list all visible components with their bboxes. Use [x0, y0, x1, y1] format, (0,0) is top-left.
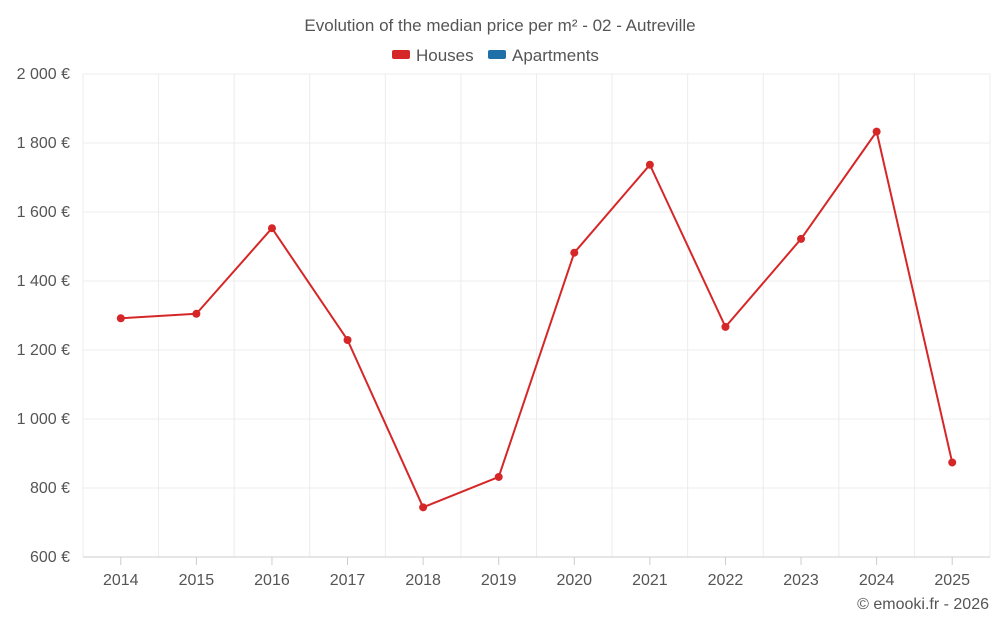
grid: [82, 73, 991, 557]
x-tick-label: 2023: [783, 572, 819, 589]
legend-label-houses: Houses: [416, 46, 474, 65]
x-tick-label: 2017: [330, 572, 366, 589]
x-tick-label: 2025: [934, 572, 970, 589]
legend-swatch-houses: [392, 50, 410, 59]
data-point[interactable]: [192, 309, 201, 318]
data-point[interactable]: [343, 335, 352, 344]
series-houses: [116, 127, 957, 512]
y-tick-label: 1 200 €: [17, 342, 70, 359]
x-tick-label: 2019: [481, 572, 517, 589]
legend: Houses Apartments: [392, 46, 599, 65]
x-tick-label: 2018: [405, 572, 441, 589]
y-tick-label: 1 600 €: [17, 204, 70, 221]
x-tick-label: 2020: [556, 572, 592, 589]
chart-title: Evolution of the median price per m² - 0…: [304, 16, 695, 35]
data-point[interactable]: [494, 472, 503, 481]
y-axis-ticks: 600 € 800 € 1 000 € 1 200 € 1 400 € 1 600 € 1 …: [17, 66, 70, 566]
data-point[interactable]: [419, 503, 428, 512]
y-tick-label: 800 €: [30, 480, 70, 497]
data-point[interactable]: [116, 314, 125, 323]
data-point[interactable]: [872, 127, 881, 136]
data-point[interactable]: [948, 458, 957, 467]
x-tick-label: 2022: [708, 572, 744, 589]
series-line: [120, 130, 954, 509]
x-tick-label: 2024: [859, 572, 895, 589]
data-point[interactable]: [721, 322, 730, 331]
chart-credit: © emooki.fr - 2026: [857, 596, 989, 613]
legend-item-houses[interactable]: Houses: [392, 46, 474, 65]
legend-swatch-apartments: [488, 50, 506, 59]
y-tick-label: 2 000 €: [17, 66, 70, 83]
y-tick-label: 1 800 €: [17, 135, 70, 152]
x-tick-label: 2014: [103, 572, 139, 589]
data-point[interactable]: [570, 248, 579, 257]
x-tick-label: 2021: [632, 572, 668, 589]
y-tick-label: 600 €: [30, 549, 70, 566]
data-point[interactable]: [645, 160, 654, 169]
legend-item-apartments[interactable]: Apartments: [488, 46, 599, 65]
y-tick-label: 1 400 €: [17, 273, 70, 290]
data-point[interactable]: [797, 234, 806, 243]
legend-label-apartments: Apartments: [512, 46, 599, 65]
x-tick-label: 2016: [254, 572, 290, 589]
data-point[interactable]: [267, 224, 276, 233]
y-tick-label: 1 000 €: [17, 411, 70, 428]
x-tick-label: 2015: [179, 572, 215, 589]
x-axis-ticks: 2014 2015 2016 2017 2018 2019 2020 2021 2022 2023…: [83, 556, 990, 589]
